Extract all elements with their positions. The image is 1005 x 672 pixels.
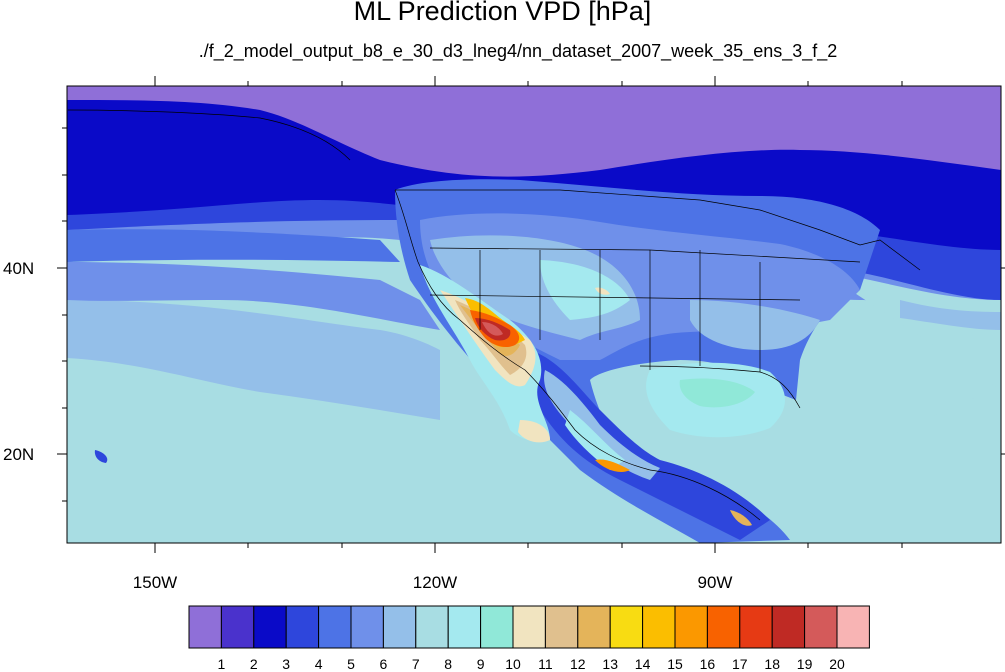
colorbar-swatch — [577, 605, 611, 649]
lon-ticks — [154, 76, 903, 553]
lat-label-20n: 20N — [3, 445, 34, 464]
colorbar-swatch — [350, 605, 384, 649]
colorbar-label: 16 — [700, 656, 716, 672]
colorbar-label: 4 — [315, 656, 323, 672]
colorbar-swatch — [415, 605, 449, 649]
colorbar-swatch — [253, 605, 287, 649]
colorbar-label: 13 — [602, 656, 618, 672]
lon-label-150w: 150W — [133, 573, 177, 592]
boundaries — [67, 109, 921, 521]
colorbar-swatch — [188, 605, 222, 649]
map-title: ML Prediction VPD [hPa] — [353, 0, 652, 26]
colorbar-swatch — [544, 605, 579, 649]
lon-label-120w: 120W — [413, 573, 457, 592]
lat-label-40n: 40N — [3, 259, 34, 278]
colorbar-swatch — [512, 605, 546, 649]
colorbar-label: 20 — [829, 656, 845, 672]
map-subtitle: ./f_2_model_output_b8_e_30_d3_lneg4/nn_d… — [198, 41, 838, 61]
colorbar-swatch — [318, 605, 352, 649]
colorbar-label: 11 — [538, 656, 553, 672]
colorbar-label: 7 — [412, 656, 420, 672]
colorbar-label: 2 — [250, 656, 258, 672]
colorbar-swatch — [609, 605, 644, 649]
lat-ticks — [57, 127, 1005, 502]
colorbar-swatch — [480, 605, 514, 649]
colorbar-label: 14 — [635, 656, 651, 672]
colorbar-swatch — [674, 605, 708, 649]
vpd-field — [67, 86, 1001, 543]
colorbar-swatch — [706, 605, 741, 649]
colorbar-swatch — [804, 605, 838, 649]
colorbar-label: 19 — [797, 656, 813, 672]
colorbar-swatch — [447, 605, 482, 649]
lon-label-90w: 90W — [698, 573, 733, 592]
colorbar-label: 17 — [732, 656, 748, 672]
colorbar: 1 2 3 4 5 6 7 8 9 10 11 12 13 14 15 16 17 18 19 20 — [188, 605, 870, 672]
colorbar-swatch — [836, 605, 870, 649]
colorbar-label: 9 — [477, 656, 485, 672]
colorbar-label: 12 — [570, 656, 586, 672]
colorbar-swatch — [220, 605, 255, 649]
colorbar-label: 3 — [282, 656, 290, 672]
colorbar-label: 8 — [444, 656, 452, 672]
colorbar-swatch — [285, 605, 320, 649]
colorbar-label: 15 — [667, 656, 683, 672]
colorbar-label: 1 — [218, 656, 226, 672]
colorbar-label: 5 — [347, 656, 355, 672]
colorbar-swatch — [771, 605, 806, 649]
colorbar-label: 18 — [764, 656, 780, 672]
colorbar-swatch — [739, 605, 773, 649]
colorbar-label: 6 — [380, 656, 388, 672]
colorbar-label: 10 — [505, 656, 521, 672]
colorbar-swatch — [642, 605, 676, 649]
colorbar-swatch — [382, 605, 417, 649]
